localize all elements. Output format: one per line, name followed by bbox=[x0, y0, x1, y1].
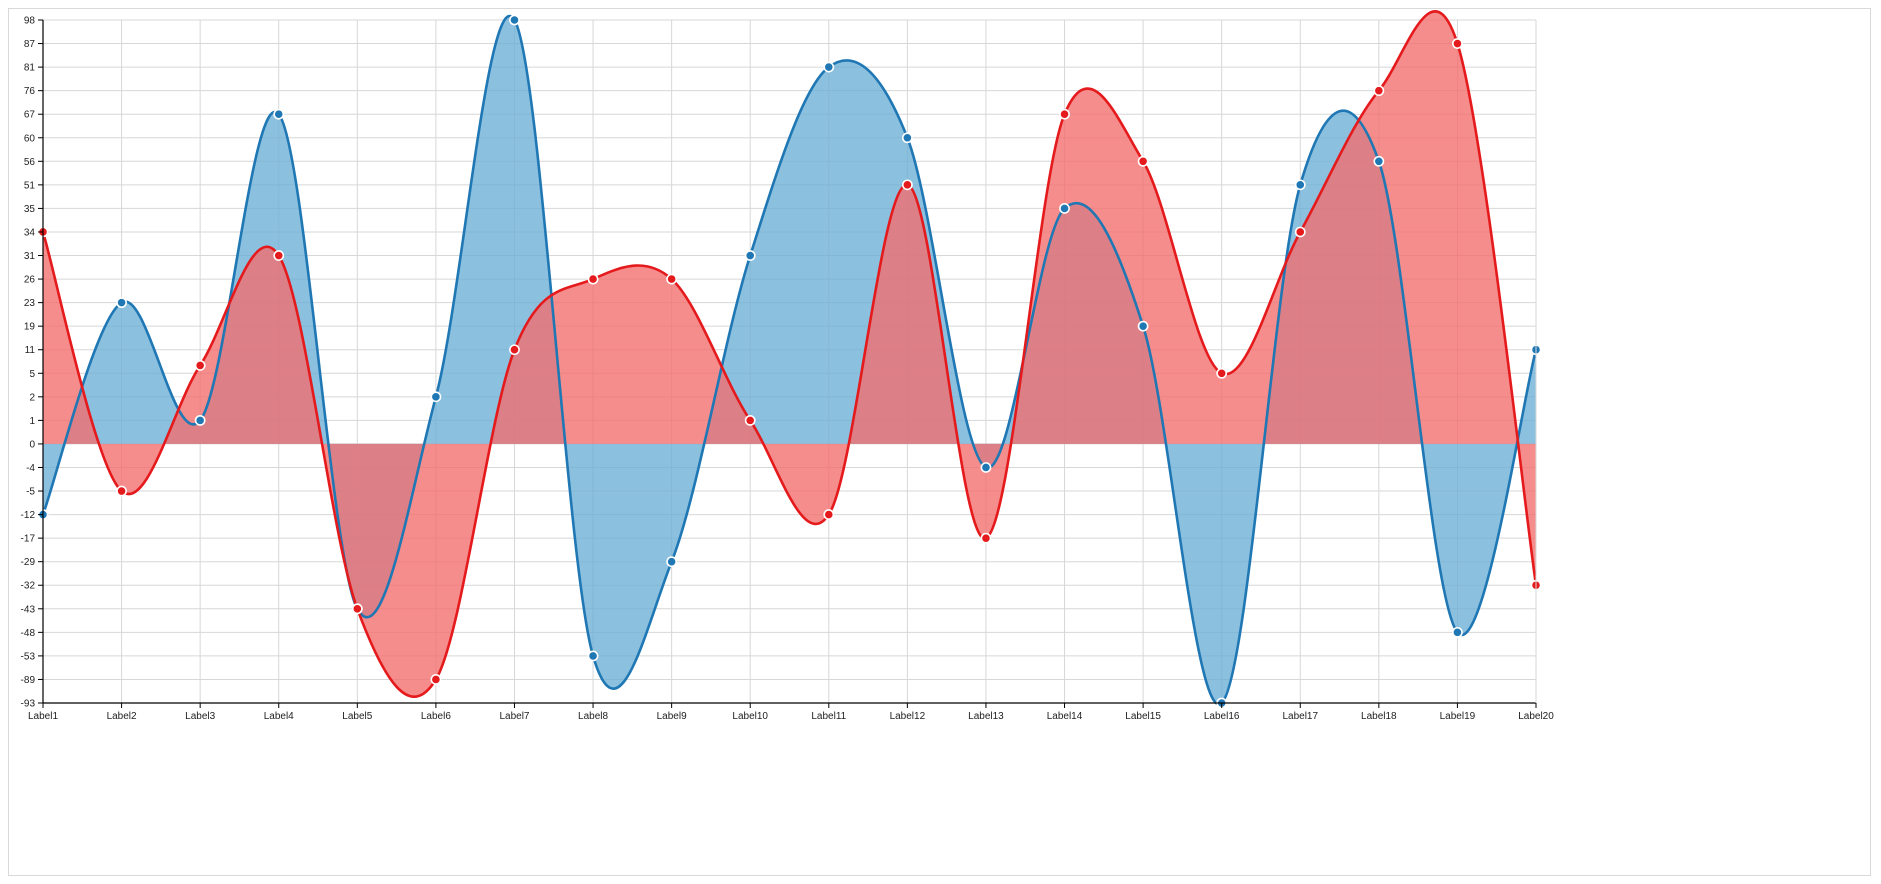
y-tick-label: 31 bbox=[24, 251, 36, 262]
axes bbox=[42, 20, 1537, 704]
y-axis-tick-labels: 98 87 81 76 67 60 56 51 35 34 31 26 23 19 11 5 2 1 0 -4 -5 -1… bbox=[21, 16, 43, 710]
y-tick-label: 67 bbox=[24, 110, 36, 121]
y-tick-label: -5 bbox=[26, 487, 35, 498]
series-1-area bbox=[43, 16, 1536, 705]
x-tick-label: Label14 bbox=[1047, 711, 1083, 722]
y-tick-label: 76 bbox=[24, 86, 36, 97]
y-tick-label: 56 bbox=[24, 157, 36, 168]
y-tick-label: 26 bbox=[24, 275, 36, 286]
y-tick-label: -89 bbox=[21, 675, 36, 686]
x-tick-label: Label20 bbox=[1518, 711, 1554, 722]
x-tick-label: Label4 bbox=[264, 711, 294, 722]
series-2-point-19 bbox=[1452, 38, 1463, 49]
y-tick-label: -48 bbox=[21, 628, 36, 639]
series-2-point-3 bbox=[194, 360, 206, 371]
series-1-point-19 bbox=[1452, 626, 1463, 638]
series-1-point-14 bbox=[1059, 203, 1070, 214]
x-tick-label: Label13 bbox=[968, 711, 1004, 722]
y-tick-label: 1 bbox=[29, 416, 35, 427]
y-tick-label: 81 bbox=[24, 63, 36, 74]
y-tick-label: -53 bbox=[21, 651, 36, 662]
chart-frame: 98 87 81 76 67 60 56 51 35 34 31 26 23 19 11 5 2 1 0 -4 -5 -1… bbox=[8, 8, 1871, 876]
y-tick-label: 34 bbox=[24, 227, 36, 238]
x-tick-label: Label18 bbox=[1361, 711, 1397, 722]
series-1-point-12 bbox=[901, 132, 913, 144]
y-tick-label: -29 bbox=[21, 557, 36, 568]
y-tick-label: 5 bbox=[29, 369, 35, 380]
series-2-point-16 bbox=[1216, 367, 1228, 379]
series-1-point-13 bbox=[980, 462, 992, 473]
series-1-point-11 bbox=[823, 61, 835, 73]
series-1-point-10 bbox=[744, 250, 756, 261]
y-tick-label: 35 bbox=[24, 204, 36, 215]
series-2-point-15 bbox=[1137, 155, 1149, 167]
x-tick-label: Label6 bbox=[421, 711, 451, 722]
x-tick-label: Label9 bbox=[657, 711, 687, 722]
y-tick-label: -32 bbox=[21, 581, 36, 592]
y-tick-label: -12 bbox=[21, 510, 36, 521]
series-1-point-15 bbox=[1137, 320, 1149, 332]
y-tick-label: 23 bbox=[24, 298, 36, 309]
series-2-point-17 bbox=[1294, 226, 1306, 238]
x-tick-label: Label12 bbox=[890, 711, 926, 722]
series-2-point-12 bbox=[901, 179, 913, 191]
y-tick-label: 11 bbox=[25, 345, 36, 356]
series-2-point-14 bbox=[1059, 108, 1070, 120]
series-1-point-17 bbox=[1294, 179, 1306, 191]
area-chart: 98 87 81 76 67 60 56 51 35 34 31 26 23 19 11 5 2 1 0 -4 -5 -1… bbox=[21, 10, 1554, 722]
x-tick-label: Label1 bbox=[28, 711, 58, 722]
x-tick-label: Label10 bbox=[732, 711, 768, 722]
series-2-point-10 bbox=[744, 414, 756, 426]
x-tick-label: Label2 bbox=[107, 711, 137, 722]
series-areas bbox=[43, 11, 1536, 705]
series-points bbox=[37, 14, 1542, 709]
series-2-point-6 bbox=[430, 674, 442, 685]
y-tick-label: -4 bbox=[26, 463, 35, 474]
series-1-point-18 bbox=[1373, 155, 1385, 167]
y-tick-label: 51 bbox=[24, 180, 36, 191]
series-2-point-9 bbox=[666, 273, 678, 285]
y-tick-label: 87 bbox=[24, 39, 36, 50]
series-2-point-13 bbox=[980, 532, 992, 544]
y-tick-label: -17 bbox=[21, 534, 36, 545]
series-2-point-8 bbox=[587, 273, 599, 285]
y-tick-label: -93 bbox=[21, 699, 36, 710]
y-tick-label: 19 bbox=[24, 322, 36, 333]
series-1-point-9 bbox=[666, 556, 678, 568]
series-2-point-5 bbox=[351, 603, 363, 615]
series-2-point-4 bbox=[273, 250, 285, 261]
x-tick-label: Label19 bbox=[1440, 711, 1476, 722]
x-tick-label: Label16 bbox=[1204, 711, 1240, 722]
x-axis-tick-labels: Label1 Label2 Label3 Label4 Label5 Label6 Labe… bbox=[28, 703, 1554, 722]
x-tick-label: Label7 bbox=[499, 711, 529, 722]
y-tick-label: 98 bbox=[24, 16, 36, 27]
y-tick-label: 60 bbox=[24, 133, 36, 144]
series-1-point-7 bbox=[509, 14, 520, 26]
series-2-point-2 bbox=[116, 485, 127, 497]
x-tick-label: Label8 bbox=[578, 711, 608, 722]
series-2-point-11 bbox=[823, 509, 835, 520]
x-tick-label: Label3 bbox=[185, 711, 215, 722]
series-1-point-3 bbox=[194, 414, 206, 426]
series-1-point-8 bbox=[587, 650, 599, 662]
x-tick-label: Label11 bbox=[811, 711, 846, 722]
x-tick-label: Label5 bbox=[342, 711, 372, 722]
series-1-point-4 bbox=[273, 108, 285, 120]
series-1-point-2 bbox=[116, 297, 127, 309]
y-tick-label: 2 bbox=[29, 392, 35, 403]
y-tick-label: -43 bbox=[21, 604, 36, 615]
y-tick-label: 0 bbox=[29, 439, 35, 450]
series-2-point-18 bbox=[1373, 85, 1385, 97]
x-tick-label: Label17 bbox=[1282, 711, 1318, 722]
series-1-point-6 bbox=[430, 391, 442, 403]
series-2-point-7 bbox=[509, 344, 520, 356]
x-tick-label: Label15 bbox=[1125, 711, 1161, 722]
series-1-line bbox=[41, 15, 1538, 706]
series-2-area bbox=[43, 11, 1536, 697]
